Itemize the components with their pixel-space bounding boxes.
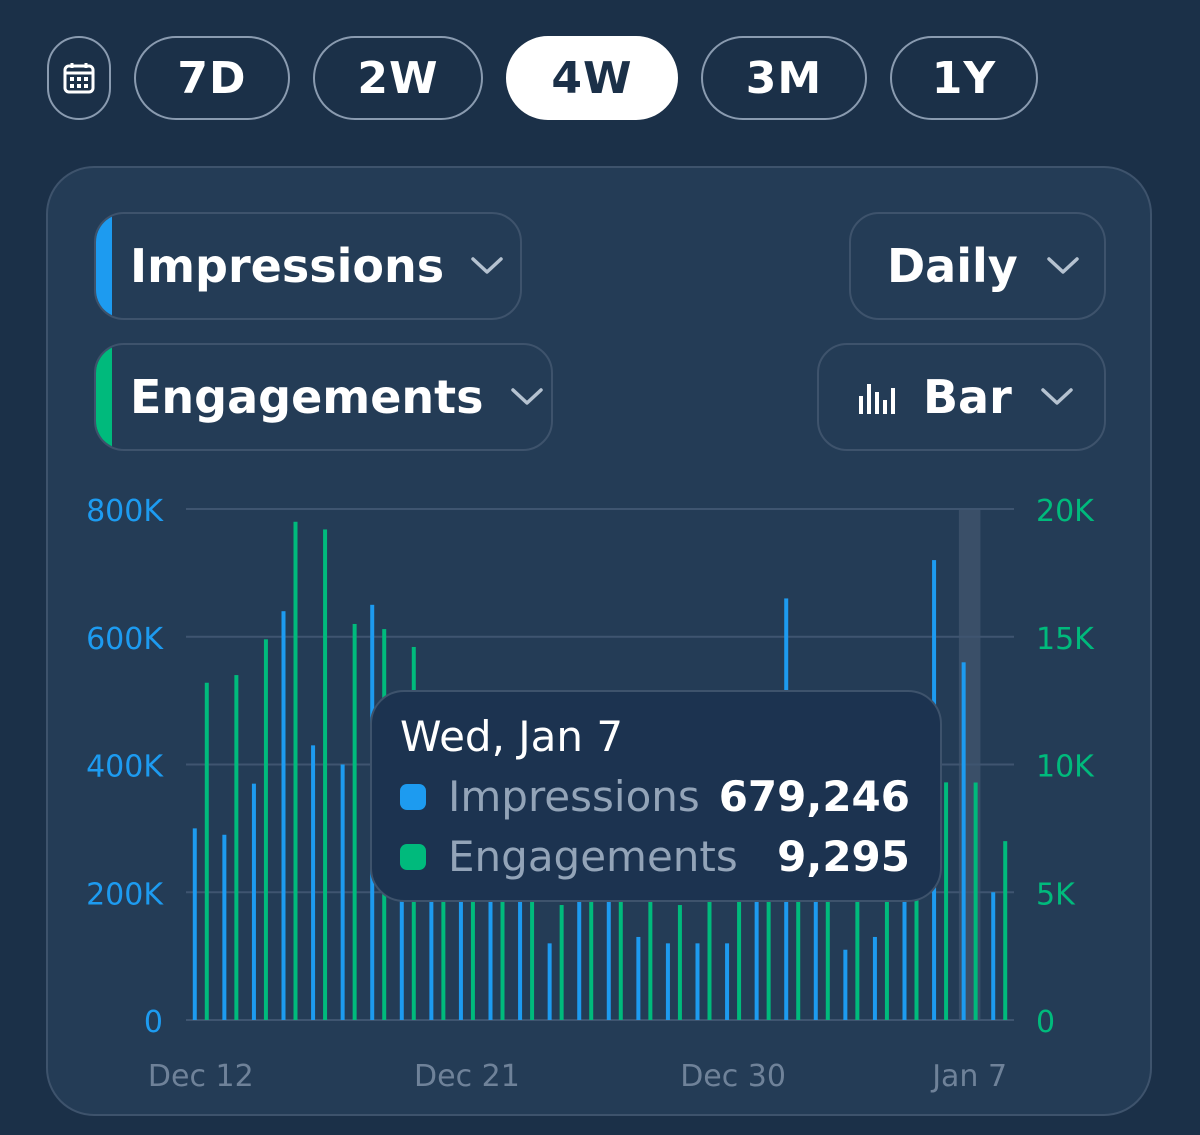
calendar-icon (63, 63, 95, 94)
x-tick-label: Dec 21 (414, 1059, 520, 1094)
tooltip-row-impressions: Impressions 679,246 (400, 772, 910, 821)
bar-impressions (991, 892, 996, 1020)
secondary-metric-color (96, 345, 112, 449)
bar-impressions (518, 892, 523, 1020)
bar-engagements (352, 623, 357, 1020)
bar-impressions (636, 936, 641, 1020)
y-left-tick: 800K (86, 494, 164, 529)
bar-impressions (340, 764, 345, 1020)
primary-metric-dropdown[interactable]: Impressions (94, 212, 522, 320)
tooltip-row-engagements: Engagements 9,295 (400, 832, 910, 881)
bar-engagements (914, 892, 919, 1020)
bar-engagements (825, 892, 830, 1020)
y-right-tick: 5K (1036, 877, 1076, 912)
chevron-down-icon (470, 256, 504, 276)
bar-engagements (737, 892, 742, 1020)
bar-engagements (855, 892, 860, 1020)
bar-impressions (281, 611, 286, 1020)
bar-impressions (695, 943, 700, 1020)
y-right-tick: 10K (1036, 750, 1095, 785)
bar-engagements (234, 675, 239, 1020)
x-tick-label: Jan 7 (930, 1059, 1007, 1094)
secondary-metric-label: Engagements (130, 370, 484, 424)
bar-impressions (458, 892, 463, 1020)
bar-engagements (530, 892, 535, 1020)
bar-impressions (192, 828, 197, 1020)
bar-engagements (766, 892, 771, 1020)
bar-impressions (725, 943, 730, 1020)
bar-engagements (648, 892, 653, 1020)
chevron-down-icon (510, 387, 544, 407)
interval-label: Daily (887, 239, 1018, 293)
bar-engagements (1003, 841, 1008, 1020)
chart-type-dropdown[interactable]: Bar (817, 343, 1106, 451)
bar-engagements (441, 879, 446, 1020)
bar-engagements (559, 905, 564, 1020)
bar-impressions (547, 943, 552, 1020)
bar-impressions (961, 662, 966, 1020)
range-tab-3m[interactable]: 3M (701, 36, 867, 120)
y-right-tick: 20K (1036, 494, 1095, 529)
y-right-tick: 15K (1036, 622, 1095, 657)
primary-metric-label: Impressions (130, 239, 445, 293)
bar-impressions (813, 892, 818, 1020)
chevron-down-icon (1040, 387, 1074, 407)
x-tick-label: Dec 12 (148, 1059, 254, 1094)
tooltip-label: Impressions (448, 772, 700, 821)
bar-impressions (843, 949, 848, 1020)
x-tick-label: Dec 30 (680, 1059, 786, 1094)
bar-engagements (618, 892, 623, 1020)
bar-impressions (872, 936, 877, 1020)
bar-impressions (251, 783, 256, 1020)
bar-engagements (293, 521, 298, 1020)
range-tab-2w[interactable]: 2W (313, 36, 483, 120)
chart-type-label: Bar (923, 370, 1012, 424)
bar-engagements (884, 892, 889, 1020)
calendar-button[interactable] (47, 36, 111, 120)
bar-engagements (944, 782, 949, 1020)
bar-impressions (429, 892, 434, 1020)
tooltip-value: 9,295 (777, 832, 910, 881)
bar-impressions (222, 834, 227, 1020)
primary-metric-color (96, 214, 112, 318)
y-right-tick: 0 (1036, 1005, 1055, 1040)
bar-engagements (796, 892, 801, 1020)
impressions-swatch (400, 783, 426, 810)
bar-engagements (973, 782, 978, 1020)
chevron-down-icon (1046, 256, 1080, 276)
bar-engagements (707, 892, 712, 1020)
bar-engagements (589, 892, 594, 1020)
bar-impressions (399, 885, 404, 1020)
y-left-tick: 600K (86, 622, 164, 657)
bar-impressions (902, 892, 907, 1020)
bar-impressions (311, 745, 316, 1020)
interval-dropdown[interactable]: Daily (849, 212, 1106, 320)
y-left-tick: 400K (86, 750, 164, 785)
bar-engagements (204, 682, 209, 1020)
chart-tooltip: Wed, Jan 7 Impressions 679,246 Engagemen… (370, 690, 942, 902)
bar-engagements (323, 529, 328, 1020)
range-tab-1y[interactable]: 1Y (890, 36, 1038, 120)
tooltip-date: Wed, Jan 7 (400, 712, 624, 761)
bar-impressions (665, 943, 670, 1020)
bar-impressions (577, 892, 582, 1020)
bar-engagements (470, 892, 475, 1020)
secondary-metric-dropdown[interactable]: Engagements (94, 343, 553, 451)
y-left-tick: 0 (144, 1005, 163, 1040)
bar-chart-icon (857, 380, 895, 414)
engagements-swatch (400, 843, 426, 870)
bar-engagements (263, 639, 268, 1020)
bar-engagements (500, 892, 505, 1020)
range-tab-7d[interactable]: 7D (134, 36, 290, 120)
bar-impressions (606, 892, 611, 1020)
bar-impressions (754, 892, 759, 1020)
bar-impressions (488, 892, 493, 1020)
y-left-tick: 200K (86, 877, 164, 912)
tooltip-value: 679,246 (718, 772, 910, 821)
range-tab-4w[interactable]: 4W (506, 36, 678, 120)
tooltip-label: Engagements (448, 832, 738, 881)
bar-engagements (677, 905, 682, 1020)
